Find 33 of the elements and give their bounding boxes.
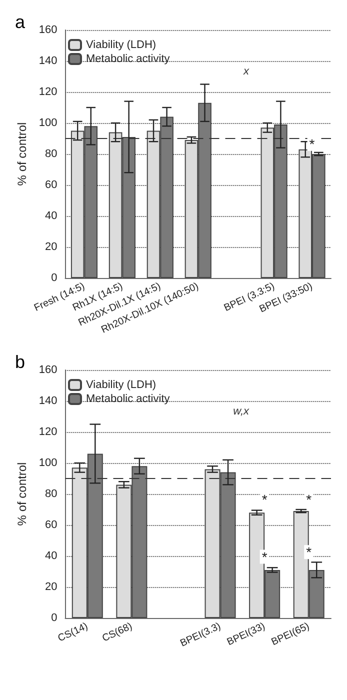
legend-label: Viability (LDH) bbox=[86, 39, 156, 51]
y-tick-label: 0 bbox=[51, 272, 58, 284]
annotation: x bbox=[242, 66, 250, 78]
y-tick-label: 60 bbox=[45, 179, 58, 191]
y-tick-label: 80 bbox=[45, 488, 58, 500]
chart-title: b bbox=[15, 352, 26, 372]
y-tick-label: 100 bbox=[38, 457, 58, 469]
y-tick-label: 40 bbox=[45, 210, 58, 222]
legend-label: Viability (LDH) bbox=[86, 379, 156, 391]
annotation: * bbox=[306, 491, 312, 508]
y-tick-label: 60 bbox=[45, 519, 58, 531]
legend-label: Metabolic activity bbox=[86, 393, 170, 405]
y-tick-label: 160 bbox=[38, 24, 58, 36]
y-tick-label: 120 bbox=[38, 426, 58, 438]
y-tick-label: 40 bbox=[45, 550, 58, 562]
y-tick-label: 20 bbox=[45, 241, 58, 253]
annotation: w,x bbox=[233, 406, 250, 418]
y-tick-label: 140 bbox=[38, 55, 58, 67]
y-axis-title: % of control bbox=[15, 122, 29, 186]
y-tick-label: 80 bbox=[45, 148, 58, 160]
y-tick-label: 0 bbox=[51, 612, 58, 624]
annotation: * bbox=[262, 548, 268, 565]
annotation: * bbox=[262, 491, 268, 508]
y-tick-label: 100 bbox=[38, 117, 58, 129]
y-tick-label: 160 bbox=[38, 364, 58, 376]
annotation: * bbox=[309, 136, 316, 152]
legend-label: Metabolic activity bbox=[86, 53, 170, 65]
y-tick-label: 20 bbox=[45, 581, 58, 593]
chart-title: a bbox=[15, 12, 26, 32]
y-tick-label: 140 bbox=[38, 395, 58, 407]
y-tick-label: 120 bbox=[38, 86, 58, 98]
annotation: * bbox=[306, 544, 312, 560]
y-axis-title: % of control bbox=[15, 462, 29, 526]
